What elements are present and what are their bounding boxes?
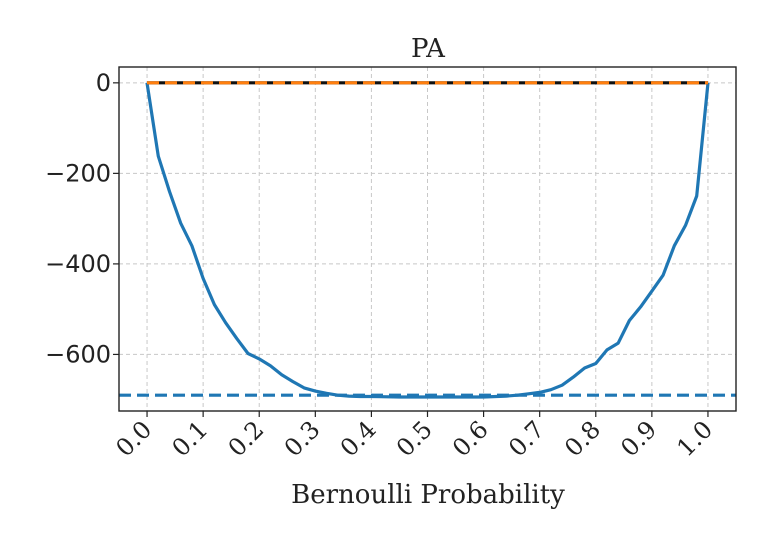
x-tick-label: 0.2: [223, 415, 270, 462]
series-layer: [119, 81, 736, 399]
x-tick-label: 0.0: [110, 415, 157, 462]
x-tick-label: 0.9: [615, 415, 662, 462]
y-tick-label: −200: [45, 159, 111, 187]
x-tick-label: 0.1: [167, 415, 214, 462]
x-tick-label: 0.4: [335, 415, 382, 462]
x-tick-label: 0.5: [391, 415, 438, 462]
series-line-0: [145, 82, 710, 399]
grid: [119, 67, 736, 411]
y-tick-label: 0: [96, 69, 111, 97]
x-tick-label: 0.8: [559, 415, 606, 462]
y-tick-label: −600: [45, 340, 111, 368]
x-tick-label: 0.3: [279, 415, 326, 462]
chart-title: PA: [411, 34, 446, 64]
y-tick-label: −400: [45, 250, 111, 278]
x-axis-label: Bernoulli Probability: [291, 480, 565, 510]
tick-layer: 0.0 0.1 0.2 0.3 0.4 0.5 0.6 0.7 0.8 0.9 1.0 0 −200 −4…: [45, 69, 718, 462]
x-tick-label: 0.6: [447, 415, 494, 462]
x-tick-label: 0.7: [503, 415, 550, 462]
x-tick-label: 1.0: [671, 415, 718, 462]
